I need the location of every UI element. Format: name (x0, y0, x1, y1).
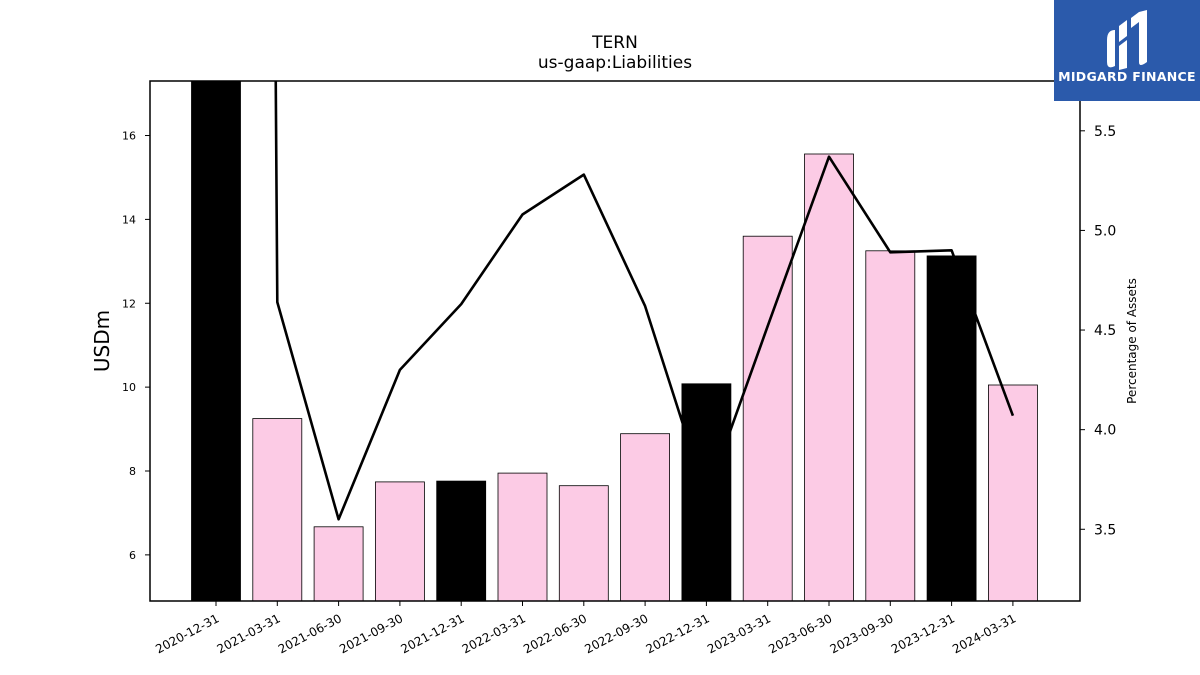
brand-logo: MIDGARD FINANCE (1054, 0, 1200, 101)
bar-2022-03-31 (497, 472, 548, 602)
line-series-percentage-of-assets (274, 81, 1015, 521)
bar-2023-06-30 (804, 153, 854, 602)
bar-2021-09-30 (374, 481, 425, 602)
x-tick-label: 2021-03-31 (215, 611, 283, 656)
x-tick-label: 2022-06-30 (521, 611, 589, 656)
bar-2022-12-31 (681, 383, 732, 602)
x-tick-label: 2020-12-31 (153, 611, 221, 656)
bar-group (191, 80, 1038, 602)
bar-2022-06-30 (558, 485, 609, 602)
brand-name: MIDGARD FINANCE (1058, 69, 1196, 84)
right-axis: 3.5 4.0 4.5 5.0 5.5 (1080, 124, 1116, 538)
brand-mark-icon (1107, 10, 1147, 70)
bar-2022-09-30 (620, 433, 670, 602)
y2-axis-label: Percentage of Assets (1125, 278, 1139, 404)
bar-2021-03-31 (252, 418, 303, 602)
left-tick-label: 8 (129, 465, 136, 478)
bar-2024-03-31 (988, 384, 1038, 602)
left-tick-label: 16 (122, 130, 136, 143)
bar-2021-12-31 (436, 480, 487, 602)
bar-2023-03-31 (742, 235, 793, 602)
x-tick-label: 2023-06-30 (766, 611, 834, 656)
x-tick-label: 2023-09-30 (828, 611, 896, 656)
bar-2020-12-31 (191, 80, 241, 602)
x-tick-label: 2024-03-31 (950, 611, 1018, 656)
bar-2023-12-31 (926, 255, 977, 602)
chart-title: TERN (591, 33, 638, 53)
right-tick-label: 5.0 (1094, 223, 1116, 239)
left-axis: 6 8 10 12 14 16 (122, 130, 150, 562)
plot-frame (149, 80, 1081, 602)
right-tick-label: 5.5 (1094, 124, 1116, 140)
chart-subtitle: us-gaap:Liabilities (538, 53, 692, 73)
right-tick-label: 4.0 (1094, 423, 1116, 439)
bar-2023-09-30 (865, 250, 916, 602)
x-tick-label: 2021-09-30 (337, 611, 405, 656)
left-tick-label: 10 (122, 381, 136, 394)
x-tick-label: 2022-09-30 (582, 611, 650, 656)
left-tick-label: 14 (122, 213, 136, 226)
x-tick-label: 2021-06-30 (276, 611, 344, 656)
x-tick-label: 2022-12-31 (644, 611, 712, 656)
x-tick-label: 2023-03-31 (705, 611, 773, 656)
x-tick-label: 2022-03-31 (460, 611, 528, 656)
x-axis: 2020-12-312021-03-312021-06-302021-09-30… (153, 601, 1018, 656)
right-tick-label: 4.5 (1094, 323, 1116, 339)
left-tick-label: 6 (129, 549, 136, 562)
y-axis-label: USDm (90, 310, 114, 372)
x-tick-label: 2021-12-31 (398, 611, 466, 656)
line-layer (274, 81, 1015, 521)
x-tick-label: 2023-12-31 (889, 611, 957, 656)
left-tick-label: 12 (122, 297, 136, 310)
right-tick-label: 3.5 (1094, 522, 1116, 538)
bar-2021-06-30 (313, 526, 364, 602)
